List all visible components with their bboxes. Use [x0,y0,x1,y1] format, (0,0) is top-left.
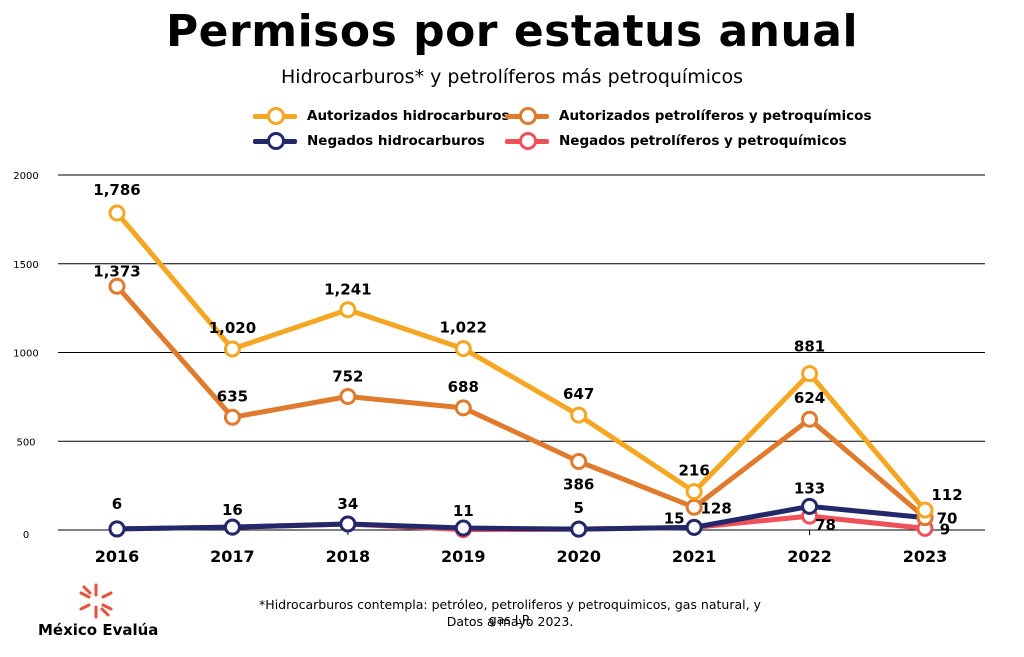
data-label: 34 [337,495,358,513]
x-tick-label: 2020 [556,547,601,566]
data-point [108,520,126,538]
data-label: 70 [937,510,958,528]
data-label: 16 [222,501,243,519]
data-point [570,520,588,538]
chart-subtitle: Hidrocarburos* y petrolíferos más petroq… [281,66,743,88]
data-point [223,340,241,358]
data-label: 9 [940,520,950,538]
data-point [570,452,588,470]
data-point [108,204,126,222]
data-point [570,406,588,424]
y-tick-label: 500 [16,437,35,448]
y-tick-label: 2000 [13,171,38,182]
data-label: 128 [700,499,731,517]
legend-label: Negados hidrocarburos [307,133,485,149]
data-point [339,388,357,406]
data-label: 1,241 [324,281,371,299]
data-point [685,518,703,536]
legend-swatch-icon [253,107,297,125]
legend-item-negados-petroliferos: Negados petrolíferos y petroquímicos [505,132,847,150]
data-label: 647 [563,385,594,403]
data-point [223,518,241,536]
y-tick-label: 1000 [13,349,38,360]
logo-text: México Evalúa [38,621,159,639]
legend-label: Autorizados hidrocarburos [307,108,510,124]
legend-label: Autorizados petrolíferos y petroquímicos [559,108,872,124]
data-label: 5 [573,499,583,517]
data-label: 6 [112,495,122,513]
legend-item-negados-hidrocarburos: Negados hidrocarburos [253,132,485,150]
data-point [108,277,126,295]
data-label: 1,373 [93,262,140,280]
x-tick-label: 2022 [787,547,832,566]
data-label: 15 [664,509,685,527]
y-tick-label: 0 [23,530,29,541]
x-tick-label: 2018 [326,547,371,566]
footnote: *Hidrocarburos contempla: petróleo, petr… [259,597,761,627]
y-tick-label: 1500 [13,260,38,271]
data-label: 624 [794,389,825,407]
legend-swatch-icon [253,132,297,150]
data-label: 752 [332,368,363,386]
data-label: 881 [794,338,825,356]
data-label: 11 [453,502,474,520]
data-point [339,515,357,533]
data-label: 78 [815,516,836,534]
series-line [114,503,928,532]
x-tick-label: 2023 [903,547,948,566]
data-point [801,410,819,428]
data-point [916,501,934,519]
series-line [114,210,928,513]
legend-item-autorizados-hidrocarburos: Autorizados hidrocarburos [253,107,510,125]
chart-title: Permisos por estatus anual [165,6,859,57]
mexico-evalua-logo-icon [76,583,116,623]
data-label: 1,022 [440,319,487,337]
legend-swatch-icon [505,132,549,150]
data-label: 112 [931,486,962,504]
data-label: 216 [678,462,709,480]
data-label: 1,020 [209,319,256,337]
x-tick-label: 2016 [95,547,140,566]
data-point [454,340,472,358]
legend-label: Negados petrolíferos y petroquímicos [559,133,847,149]
series-line [114,283,928,521]
x-tick-label: 2021 [672,547,717,566]
data-point [454,519,472,537]
data-point [801,497,819,515]
data-label: 635 [217,387,248,405]
data-point [685,498,703,516]
legend-item-autorizados-petroliferos: Autorizados petrolíferos y petroquímicos [505,107,871,125]
data-label: 133 [794,479,825,497]
data-point [223,408,241,426]
data-point [339,301,357,319]
x-tick-label: 2019 [441,547,486,566]
data-label: 688 [448,378,479,396]
data-point [801,365,819,383]
data-label: 1,786 [93,181,140,199]
footnote-date: Datos a mayo 2023. [446,614,574,629]
data-point [685,483,703,501]
x-tick-label: 2017 [210,547,255,566]
legend-swatch-icon [505,107,549,125]
data-point [454,399,472,417]
data-label: 386 [563,475,594,493]
